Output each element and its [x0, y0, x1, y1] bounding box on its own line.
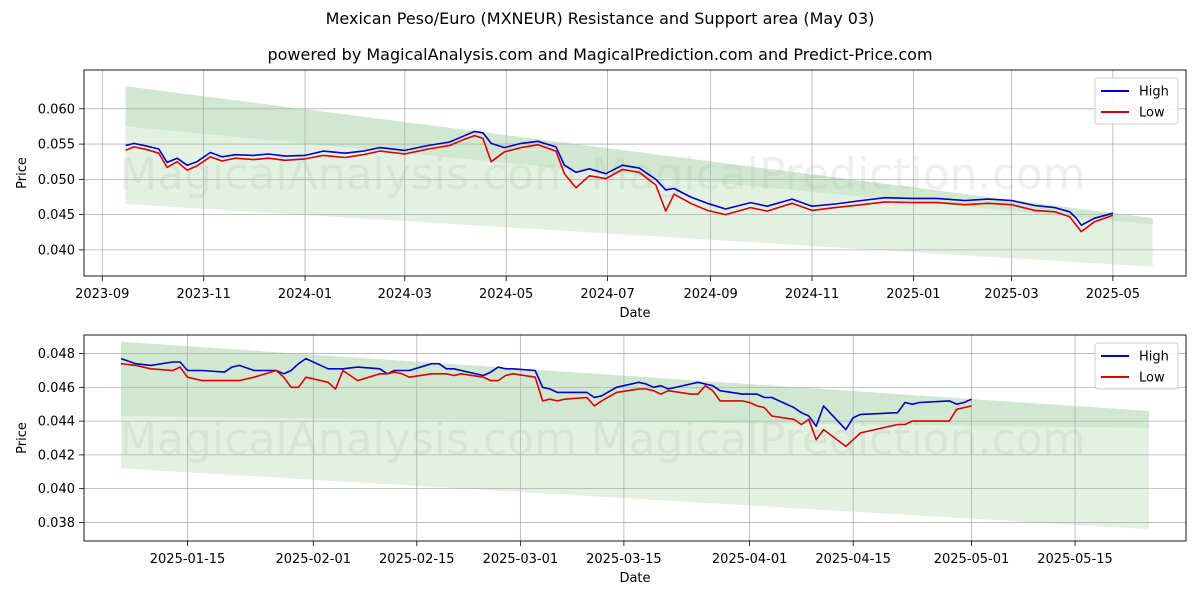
- plot-frame: [83, 334, 1187, 542]
- legend: High Low: [1094, 342, 1179, 390]
- legend-label-high: High: [1139, 85, 1169, 100]
- series-line-low: [120, 362, 972, 448]
- support-band: [120, 416, 1150, 530]
- x-tick-label: 2025-02-01: [275, 552, 351, 567]
- plot-frame: [83, 69, 1187, 277]
- x-axis-label: Date: [619, 306, 650, 321]
- y-tick-label: 0.046: [38, 381, 75, 396]
- x-tick-label: 2025-04-15: [815, 552, 891, 567]
- y-tick-label: 0.048: [38, 347, 75, 362]
- x-tick-label: 2024-05: [479, 287, 533, 302]
- chart-title: Mexican Peso/Euro (MXNEUR) Resistance an…: [325, 9, 875, 28]
- x-tick-label: 2025-05-15: [1037, 552, 1113, 567]
- x-tick-label: 2024-03: [378, 287, 432, 302]
- resistance-band: [120, 341, 1150, 428]
- x-tick-label: 2025-03: [984, 287, 1038, 302]
- x-axis-label: Date: [619, 571, 650, 586]
- y-axis-label: Price: [15, 422, 30, 454]
- y-tick-label: 0.045: [38, 208, 75, 223]
- x-tick-label: 2025-05-01: [934, 552, 1010, 567]
- x-tick-label: 2025-02-15: [379, 552, 455, 567]
- y-tick-label: 0.060: [38, 102, 75, 117]
- x-tick-label: 2025-03-01: [483, 552, 559, 567]
- support-band: [125, 126, 1153, 267]
- y-tick-label: 0.040: [38, 482, 75, 497]
- x-tick-label: 2025-05: [1086, 287, 1140, 302]
- x-tick-label: 2024-01: [278, 287, 332, 302]
- x-tick-label: 2024-11: [785, 287, 839, 302]
- x-tick-label: 2025-01: [886, 287, 940, 302]
- series-line-low: [125, 134, 1114, 233]
- series-line-high: [125, 130, 1114, 226]
- chart-subtitle: powered by MagicalAnalysis.com and Magic…: [267, 45, 933, 64]
- y-tick-label: 0.038: [38, 516, 75, 531]
- legend-label-high: High: [1139, 350, 1169, 365]
- watermark-text: MagicalAnalysis.com: [119, 414, 577, 465]
- y-tick-label: 0.044: [38, 415, 75, 430]
- y-tick-label: 0.042: [38, 448, 75, 463]
- series-line-high: [120, 357, 972, 431]
- x-tick-label: 2025-04-01: [712, 552, 788, 567]
- x-tick-label: 2025-03-15: [586, 552, 662, 567]
- y-axis-label: Price: [15, 157, 30, 189]
- legend-label-low: Low: [1139, 106, 1165, 121]
- watermark-text: MagicalPrediction.com: [591, 149, 1086, 200]
- x-tick-label: 2023-11: [177, 287, 231, 302]
- y-tick-label: 0.040: [38, 243, 75, 258]
- legend: High Low: [1094, 77, 1179, 125]
- y-tick-label: 0.050: [38, 173, 75, 188]
- x-tick-label: 2024-09: [683, 287, 737, 302]
- y-tick-label: 0.055: [38, 138, 75, 153]
- chart-panel-2: MagicalAnalysis.com MagicalPrediction.com…: [15, 334, 1187, 586]
- x-tick-label: 2025-01-15: [150, 552, 226, 567]
- resistance-band: [125, 86, 1153, 225]
- legend-label-low: Low: [1139, 371, 1165, 386]
- x-tick-label: 2024-07: [580, 287, 634, 302]
- chart-panel-1: MagicalAnalysis.com MagicalPrediction.com…: [15, 69, 1187, 321]
- x-tick-label: 2023-09: [75, 287, 129, 302]
